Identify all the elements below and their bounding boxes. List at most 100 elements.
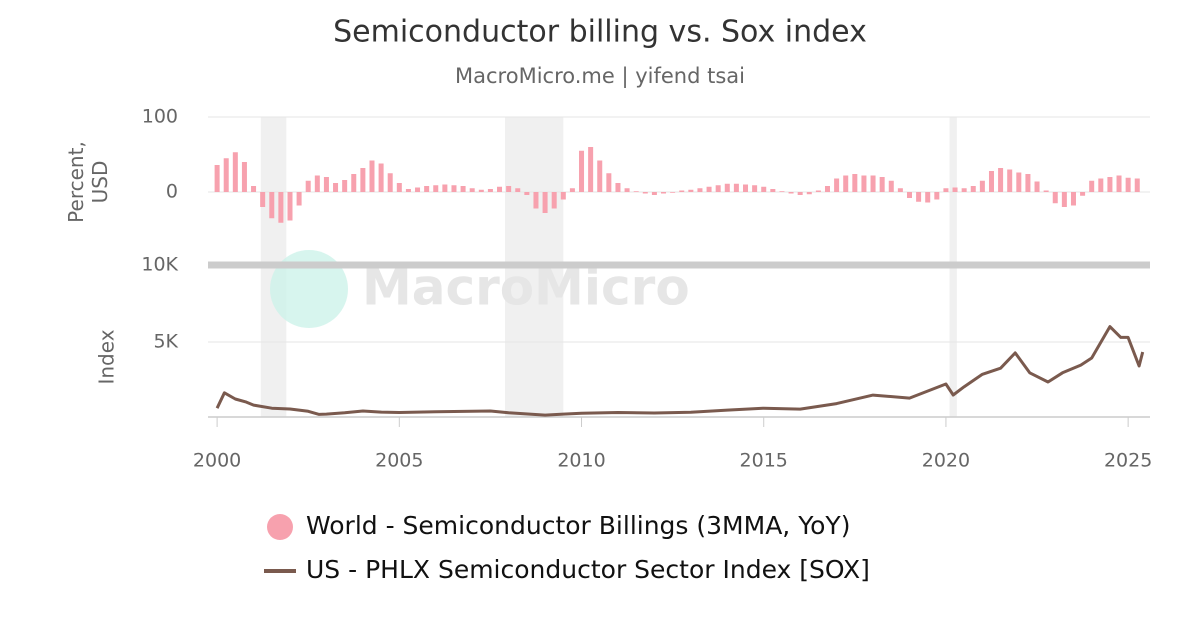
- bar: [1089, 180, 1095, 192]
- legend-swatch: [267, 514, 293, 540]
- bar: [670, 192, 676, 193]
- bar: [424, 186, 430, 192]
- bar: [724, 183, 730, 192]
- bar: [925, 192, 931, 203]
- bar: [797, 192, 803, 195]
- bar: [642, 192, 648, 194]
- bar: [870, 175, 876, 192]
- bar: [824, 186, 831, 192]
- bar: [478, 189, 484, 192]
- bar: [916, 192, 922, 202]
- bar: [706, 186, 712, 192]
- bar: [1016, 172, 1022, 192]
- bar: [861, 175, 867, 192]
- bar: [405, 189, 411, 192]
- bar: [1061, 192, 1067, 207]
- bar: [979, 180, 985, 192]
- bar: [1080, 192, 1086, 196]
- watermark-logo: [270, 250, 348, 328]
- bar: [232, 152, 238, 192]
- bar: [906, 192, 912, 198]
- bar: [688, 189, 694, 192]
- y-axis-title: Percent,USD: [64, 141, 112, 223]
- bar: [323, 177, 329, 192]
- bar: [770, 189, 776, 192]
- legend-label: World - Semiconductor Billings (3MMA, Yo…: [306, 511, 850, 540]
- x-tick-label: 2000: [193, 450, 241, 472]
- bar: [487, 189, 493, 192]
- bar: [569, 188, 575, 192]
- bar: [606, 173, 612, 192]
- bar: [351, 174, 357, 192]
- bar: [1134, 178, 1140, 192]
- bar: [415, 187, 421, 192]
- x-tick-label: 2025: [1104, 450, 1152, 472]
- mark-layer: [214, 147, 1145, 417]
- bar: [1052, 192, 1058, 204]
- bar: [497, 186, 503, 192]
- bar: [1043, 190, 1049, 192]
- y-axis-title: Index: [95, 329, 119, 384]
- bar: [560, 192, 566, 200]
- bar: [1116, 175, 1122, 192]
- bar: [888, 180, 894, 192]
- bar: [214, 165, 220, 192]
- bar: [588, 147, 594, 192]
- bar: [524, 192, 530, 195]
- bar: [1007, 169, 1013, 192]
- bar: [278, 192, 284, 223]
- bar: [360, 168, 366, 192]
- y-tick-label: 5K: [153, 331, 178, 353]
- bar: [742, 184, 749, 192]
- x-tick-label: 2015: [740, 450, 788, 472]
- bar: [1107, 177, 1113, 192]
- bar: [815, 190, 821, 192]
- bar: [387, 173, 393, 192]
- legend-label: US - PHLX Semiconductor Sector Index [SO…: [306, 555, 870, 584]
- bar: [752, 185, 758, 192]
- bar: [506, 186, 512, 192]
- bar: [934, 192, 940, 200]
- bar: [651, 192, 657, 195]
- bar: [615, 183, 621, 192]
- chart-title: Semiconductor billing vs. Sox index: [333, 15, 867, 50]
- bar: [1025, 174, 1031, 192]
- bar: [515, 188, 521, 192]
- bar: [251, 186, 257, 192]
- bar: [223, 158, 229, 192]
- bar: [970, 186, 976, 192]
- bar: [533, 192, 539, 209]
- bar: [378, 163, 384, 192]
- bar: [624, 188, 630, 192]
- bar: [269, 192, 275, 219]
- bar: [943, 188, 949, 192]
- bar: [843, 175, 849, 192]
- bar: [834, 178, 840, 192]
- bar: [396, 183, 402, 192]
- y-tick-label: 100: [142, 106, 178, 128]
- bar: [988, 171, 994, 192]
- bar: [733, 183, 739, 192]
- y-tick-label: 10K: [141, 254, 178, 276]
- bar: [342, 180, 348, 192]
- bar: [697, 188, 703, 192]
- chart-subtitle: MacroMicro.me | yifend tsai: [455, 64, 745, 89]
- bar: [369, 160, 375, 192]
- x-tick-label: 2020: [922, 450, 970, 472]
- bar: [679, 190, 685, 192]
- bar: [715, 185, 721, 192]
- bar: [287, 192, 293, 221]
- bar: [1034, 181, 1040, 192]
- bar: [961, 188, 967, 192]
- bar: [333, 183, 339, 192]
- bar: [460, 186, 466, 192]
- bar: [451, 185, 457, 192]
- bar: [998, 168, 1004, 192]
- bar: [1098, 178, 1104, 192]
- bar: [1070, 192, 1076, 206]
- bar: [806, 192, 812, 195]
- bar: [897, 188, 903, 192]
- y-tick-label: 0: [166, 181, 178, 203]
